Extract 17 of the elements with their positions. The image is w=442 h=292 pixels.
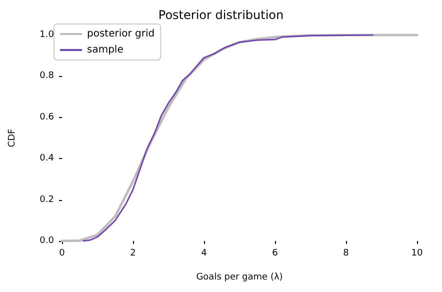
- y-tick-label: 1.0: [40, 30, 54, 40]
- x-tick-label: 4: [201, 248, 208, 258]
- x-tick-label: 6: [272, 248, 278, 258]
- x-tick-label: 2: [130, 248, 136, 258]
- legend-label: posterior grid: [87, 28, 155, 40]
- y-tick-label: 0.8: [40, 71, 54, 82]
- y-tick-label: 0.6: [40, 112, 54, 122]
- x-axis-title: Goals per game (λ): [196, 272, 283, 282]
- legend-label: sample: [87, 44, 124, 56]
- x-tick-label: 10: [411, 248, 423, 258]
- y-tick-label: 0.2: [40, 194, 54, 205]
- x-tick-label: 0: [59, 248, 66, 258]
- x-tick-label: 8: [343, 248, 350, 258]
- y-tick-label: 0.0: [40, 236, 54, 246]
- y-axis-title: CDF: [8, 128, 18, 148]
- y-tick-label: 0.4: [40, 154, 54, 164]
- chart-title: Posterior distribution: [158, 8, 284, 22]
